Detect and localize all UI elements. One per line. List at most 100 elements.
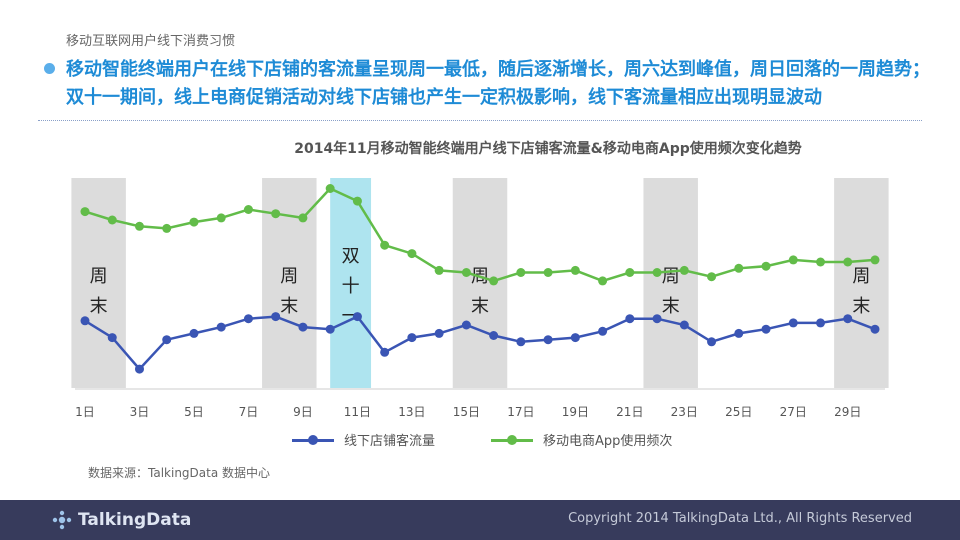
band-label: 周 <box>852 266 870 287</box>
x-tick-label: 7日 <box>239 405 259 419</box>
data-point <box>352 196 362 206</box>
data-point <box>870 255 880 265</box>
data-point <box>652 314 662 324</box>
data-point <box>243 314 253 324</box>
data-point <box>516 337 526 347</box>
data-point <box>816 318 826 328</box>
band-label: 双 <box>342 246 360 267</box>
band-4 <box>643 178 698 388</box>
footer-logo: TalkingData <box>52 510 191 530</box>
data-point <box>461 268 471 277</box>
x-tick-label: 29日 <box>834 405 861 419</box>
band-label: 末 <box>662 296 680 317</box>
data-point <box>543 268 553 277</box>
data-point <box>679 320 689 330</box>
legend: 线下店铺客流量 移动电商App使用频次 <box>292 430 672 449</box>
x-tick-label: 13日 <box>398 405 425 419</box>
data-point <box>625 268 635 277</box>
data-point <box>162 335 172 345</box>
data-point <box>461 320 471 330</box>
data-point <box>80 316 90 326</box>
data-point <box>652 268 662 277</box>
data-point <box>271 312 281 322</box>
data-point <box>843 314 853 324</box>
data-point <box>189 217 199 227</box>
data-point <box>516 268 526 277</box>
band-0 <box>71 178 126 388</box>
headline: 移动智能终端用户在线下店铺的客流量呈现周一最低，随后逐渐增长，周六达到峰值，周日… <box>66 59 930 108</box>
data-point <box>598 326 608 336</box>
data-point <box>407 333 417 343</box>
data-point <box>788 255 798 265</box>
data-point <box>134 221 144 231</box>
data-point <box>707 272 717 282</box>
data-source: 数据来源：TalkingData 数据中心 <box>88 466 271 480</box>
band-label: 末 <box>90 296 108 317</box>
x-tick-label: 9日 <box>293 405 313 419</box>
x-tick-label: 1日 <box>75 405 95 419</box>
footer: TalkingData Copyright 2014 TalkingData L… <box>0 500 960 540</box>
data-point <box>380 347 390 357</box>
legend-label: 移动电商App使用频次 <box>543 434 673 449</box>
x-tick-label: 25日 <box>725 405 752 419</box>
data-point <box>707 337 717 347</box>
data-point <box>598 276 608 286</box>
data-point <box>434 328 444 338</box>
data-point <box>679 265 689 275</box>
legend-item-app-usage: 移动电商App使用频次 <box>491 430 672 449</box>
talkingdata-logo-icon <box>52 510 72 530</box>
data-point <box>243 205 253 214</box>
breadcrumb: 移动互联网用户线下消费习惯 <box>66 34 236 49</box>
legend-label: 线下店铺客流量 <box>344 434 436 449</box>
data-point <box>543 335 553 345</box>
divider <box>38 120 922 121</box>
x-tick-label: 19日 <box>562 405 589 419</box>
data-point <box>407 249 417 259</box>
data-point <box>625 314 635 324</box>
band-label: 周 <box>662 266 680 287</box>
data-point <box>325 184 335 193</box>
data-point <box>298 213 308 223</box>
data-point <box>843 257 853 267</box>
band-5 <box>834 178 889 388</box>
band-label: 十 <box>342 276 360 297</box>
band-label: 末 <box>852 296 870 317</box>
data-point <box>162 223 172 233</box>
data-point <box>134 364 144 374</box>
data-point <box>434 265 444 275</box>
x-tick-label: 15日 <box>453 405 480 419</box>
data-point <box>189 328 199 338</box>
data-point <box>816 257 826 267</box>
data-point <box>734 328 744 338</box>
data-point <box>216 213 226 223</box>
data-point <box>489 331 499 340</box>
data-point <box>570 333 580 343</box>
footer-logo-text: TalkingData <box>78 510 192 530</box>
x-tick-label: 21日 <box>616 405 643 419</box>
data-point <box>325 324 335 334</box>
data-point <box>788 318 798 328</box>
copyright: Copyright 2014 TalkingData Ltd., All Rig… <box>568 511 912 526</box>
x-tick-label: 3日 <box>130 405 150 419</box>
band-label: 末 <box>471 296 489 317</box>
data-point <box>761 324 771 334</box>
data-point <box>352 312 362 322</box>
series-line-1 <box>84 186 876 283</box>
legend-item-offline-traffic: 线下店铺客流量 <box>292 430 435 449</box>
x-tick-label: 5日 <box>184 405 204 419</box>
band-label: 末 <box>280 296 298 317</box>
x-tick-label: 27日 <box>780 405 807 419</box>
data-point <box>298 322 308 332</box>
band-3 <box>452 178 508 388</box>
chart-title: 2014年11月移动智能终端用户线下店铺客流量&移动电商App使用频次变化趋势 <box>294 141 802 157</box>
x-tick-label: 23日 <box>671 405 698 419</box>
data-point <box>870 324 880 334</box>
data-point <box>271 209 281 219</box>
data-point <box>216 322 226 332</box>
x-tick-label: 11日 <box>344 405 371 419</box>
data-point <box>80 207 90 217</box>
band-label: 周 <box>280 266 298 287</box>
x-tick-label: 17日 <box>507 405 534 419</box>
data-point <box>489 276 499 286</box>
